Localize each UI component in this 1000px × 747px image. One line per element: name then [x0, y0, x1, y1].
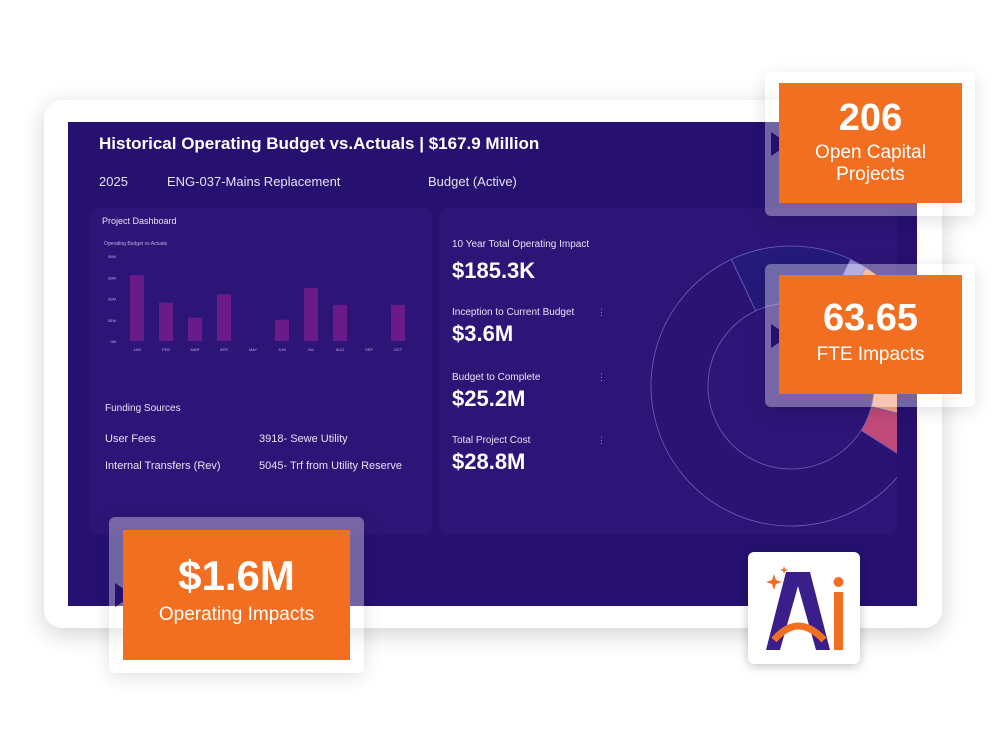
operating-impacts-callout: $1.6M Operating Impacts	[109, 517, 364, 673]
operating-impacts-label: Operating Impacts	[158, 604, 315, 625]
more-options-icon[interactable]: ⋮	[597, 307, 606, 317]
x-tick-label: MAR	[191, 347, 200, 352]
metric-value: $25.2M	[452, 386, 526, 411]
project-dashboard-card: Project Dashboard Operating Budget vs Ac…	[90, 208, 432, 535]
x-tick-label: APR	[220, 347, 228, 352]
y-tick-label: $4M	[108, 254, 116, 259]
impact-summary-card: 10 Year Total Operating Impact $185.3K I…	[439, 208, 897, 535]
bar	[391, 304, 405, 341]
donut-slice	[650, 258, 897, 527]
year-label: 2025	[99, 174, 128, 189]
funding-source-account: 3918- Sewe Utility	[259, 433, 348, 445]
bar	[304, 287, 318, 341]
dashboard-screen: Historical Operating Budget vs.Actuals |…	[68, 122, 917, 606]
x-tick-label: OCT	[394, 347, 403, 352]
y-tick-label: $3M	[108, 275, 116, 280]
project-name: ENG-037-Mains Replacement	[167, 174, 341, 189]
y-tick-label: $2M	[108, 297, 116, 302]
y-tick-label: 0M	[110, 339, 116, 344]
bar	[188, 317, 202, 341]
fte-count: 63.65	[822, 297, 919, 339]
operating-budget-bar-chart: Operating Budget vs Actuals $4M $3M $2M $1M 0…	[104, 241, 405, 352]
fte-label: FTE Impacts	[816, 344, 925, 365]
funding-sources-title: Funding Sources	[105, 403, 181, 414]
more-options-icon[interactable]: ⋮	[597, 372, 606, 382]
x-tick-label: AUG	[336, 347, 345, 352]
funding-source-name: Internal Transfers (Rev)	[105, 460, 221, 472]
funding-source-account: 5045- Trf from Utility Reserve	[259, 460, 403, 472]
x-tick-label: JUL	[307, 347, 315, 352]
metric-label: 10 Year Total Operating Impact	[452, 239, 590, 250]
x-tick-label: MAY	[249, 347, 258, 352]
metric-value: $28.8M	[452, 449, 526, 474]
chart-title: Operating Budget vs Actuals	[104, 241, 168, 247]
metric-value: $3.6M	[452, 321, 514, 346]
fte-box: 63.65 FTE Impacts	[779, 275, 962, 394]
y-tick-label: $1M	[108, 318, 116, 323]
more-options-icon[interactable]: ⋮	[597, 435, 606, 445]
open-projects-callout: 206 Open Capital Projects	[765, 72, 975, 216]
bar	[333, 304, 347, 341]
budget-status: Budget (Active)	[428, 174, 517, 189]
x-tick-label: JAN	[133, 347, 141, 352]
metric-label: Budget to Complete	[452, 372, 541, 383]
metric-label: Inception to Current Budget	[452, 307, 575, 318]
x-tick-label: JUN	[278, 347, 286, 352]
operating-impacts-box: $1.6M Operating Impacts	[123, 530, 350, 660]
operating-impacts-amount: $1.6M	[178, 552, 295, 599]
fte-callout: 63.65 FTE Impacts	[765, 264, 975, 407]
x-tick-label: FEB	[162, 347, 170, 352]
open-projects-box: 206 Open Capital Projects	[779, 83, 962, 203]
open-projects-label: Open Capital	[815, 142, 926, 163]
metric-label: Total Project Cost	[452, 435, 531, 446]
page-title: Historical Operating Budget vs.Actuals |…	[99, 134, 540, 153]
open-projects-count: 206	[838, 97, 903, 139]
ai-logo-icon	[766, 566, 844, 650]
funding-source-name: User Fees	[105, 433, 156, 445]
bar	[217, 294, 231, 341]
bar	[275, 319, 289, 341]
project-dashboard-title: Project Dashboard	[102, 216, 177, 226]
bar	[130, 275, 144, 341]
bar	[159, 302, 173, 341]
ai-logo	[748, 552, 860, 664]
x-tick-label: SEP	[365, 347, 373, 352]
open-projects-label: Projects	[836, 164, 905, 185]
metric-value: $185.3K	[452, 258, 536, 283]
